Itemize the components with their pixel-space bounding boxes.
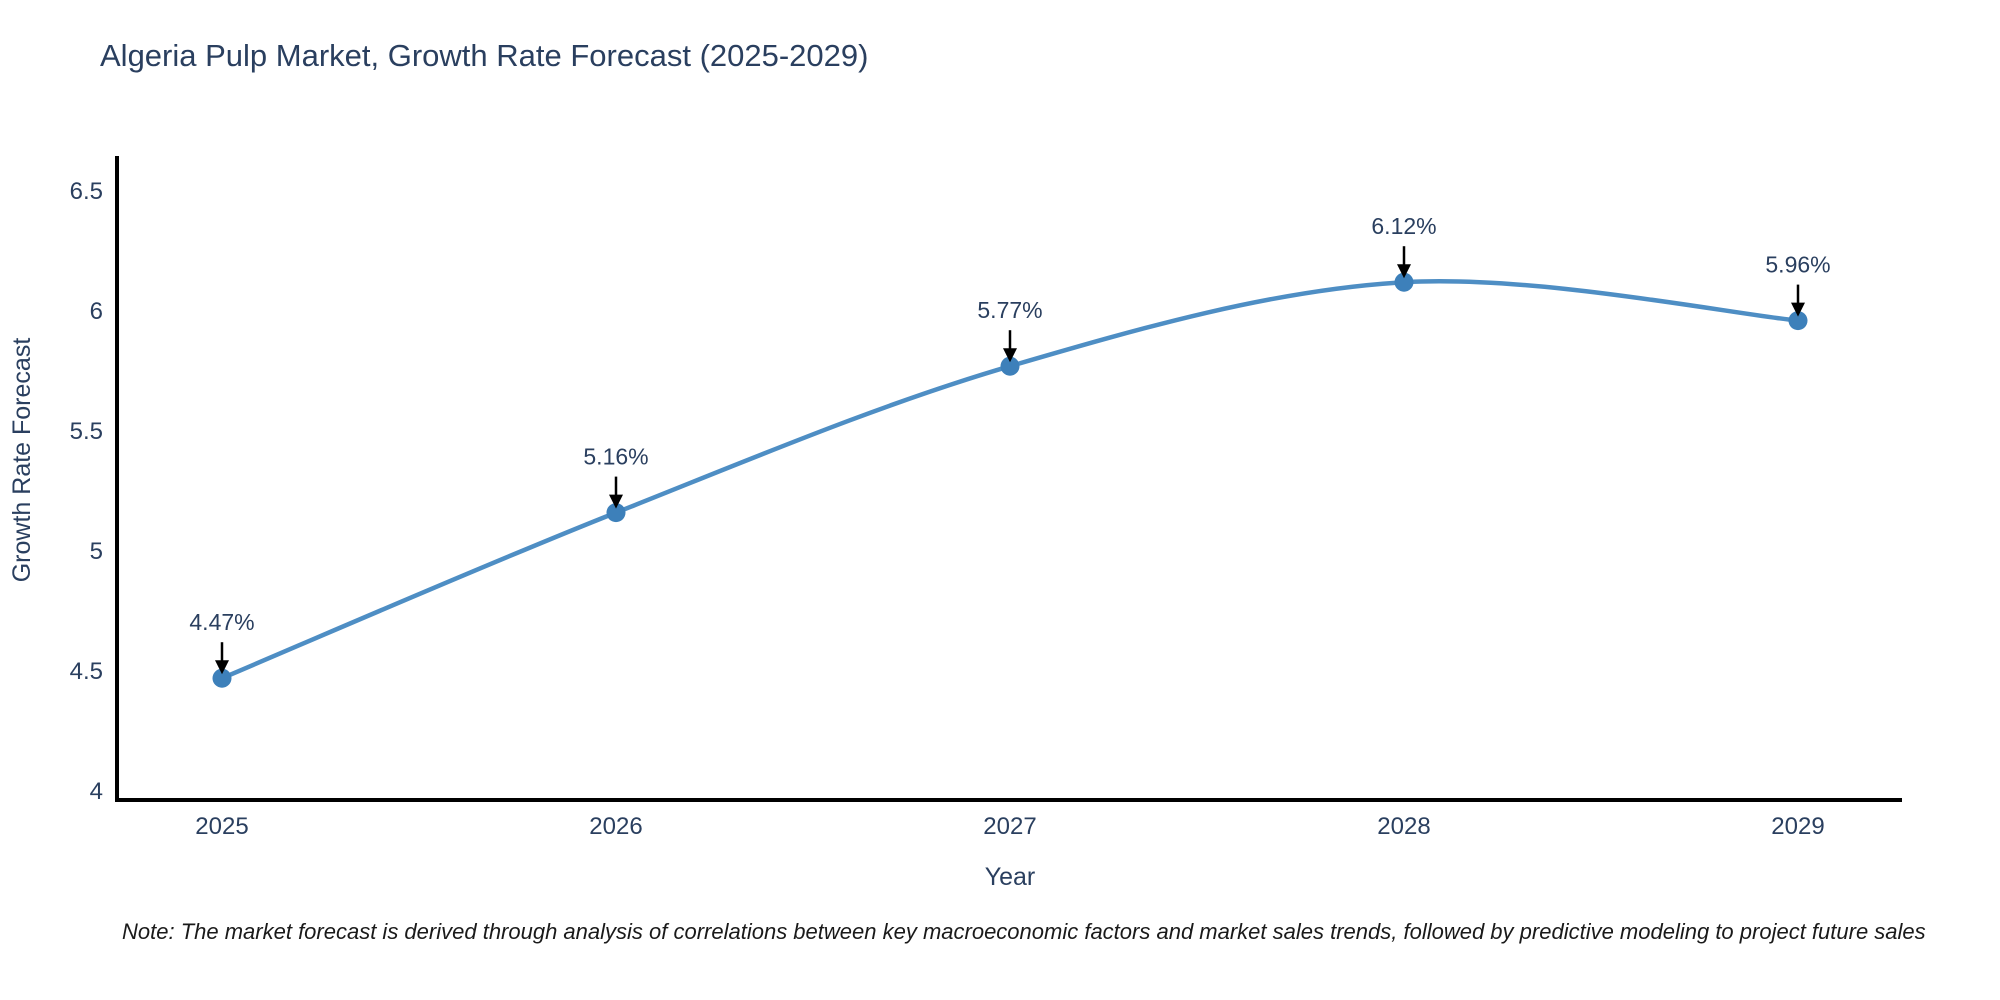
point-annotation: 5.96%	[1765, 252, 1831, 317]
point-annotation-label: 6.12%	[1371, 213, 1436, 239]
annotation-arrowhead-icon	[609, 494, 623, 509]
point-annotation-label: 5.16%	[583, 444, 648, 470]
annotation-arrowhead-icon	[1003, 348, 1017, 363]
x-tick-label: 2026	[589, 813, 642, 840]
annotation-arrowhead-icon	[1791, 302, 1805, 317]
x-axis-title: Year	[985, 863, 1036, 891]
data-point-marker	[212, 668, 232, 688]
y-axis-tick-labels: 4 4.5 5 5.5 6 6.5	[70, 178, 103, 805]
point-annotation: 5.16%	[583, 444, 649, 509]
y-tick-label: 4.5	[70, 658, 103, 685]
point-annotation-label: 4.47%	[189, 609, 254, 635]
chart-title: Algeria Pulp Market, Growth Rate Forecas…	[100, 38, 868, 73]
data-series-markers	[212, 272, 1808, 688]
x-axis-tick-labels: 2025 2026 2027 2028 2029	[195, 813, 1824, 840]
point-annotation-label: 5.96%	[1765, 252, 1830, 278]
point-annotation: 5.77%	[977, 297, 1043, 363]
point-annotation-label: 5.77%	[977, 297, 1042, 323]
y-tick-label: 4	[90, 778, 103, 805]
data-point-marker	[1394, 272, 1414, 292]
x-tick-label: 2025	[195, 813, 248, 840]
annotation-arrowhead-icon	[1397, 264, 1411, 279]
data-point-marker	[606, 503, 626, 523]
data-point-marker	[1000, 356, 1020, 376]
annotation-arrowhead-icon	[215, 660, 229, 675]
point-annotation: 6.12%	[1371, 213, 1437, 279]
y-tick-label: 6.5	[70, 178, 103, 205]
x-tick-label: 2027	[983, 813, 1036, 840]
y-tick-label: 5	[90, 538, 103, 565]
x-tick-label: 2028	[1377, 813, 1430, 840]
data-point-marker	[1788, 311, 1808, 331]
y-tick-label: 5.5	[70, 418, 103, 445]
x-tick-label: 2029	[1771, 813, 1824, 840]
y-tick-label: 6	[90, 298, 103, 325]
point-annotations: 4.47% 5.16% 5.77% 6.12% 5.96%	[189, 213, 1831, 675]
y-axis-title: Growth Rate Forecast	[8, 338, 36, 583]
point-annotation: 4.47%	[189, 609, 255, 675]
footnote: Note: The market forecast is derived thr…	[122, 919, 1926, 944]
